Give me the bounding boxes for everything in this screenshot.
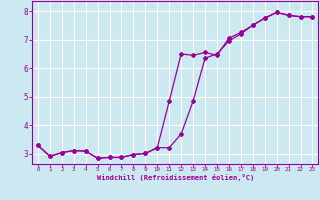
X-axis label: Windchill (Refroidissement éolien,°C): Windchill (Refroidissement éolien,°C) [97, 174, 254, 181]
